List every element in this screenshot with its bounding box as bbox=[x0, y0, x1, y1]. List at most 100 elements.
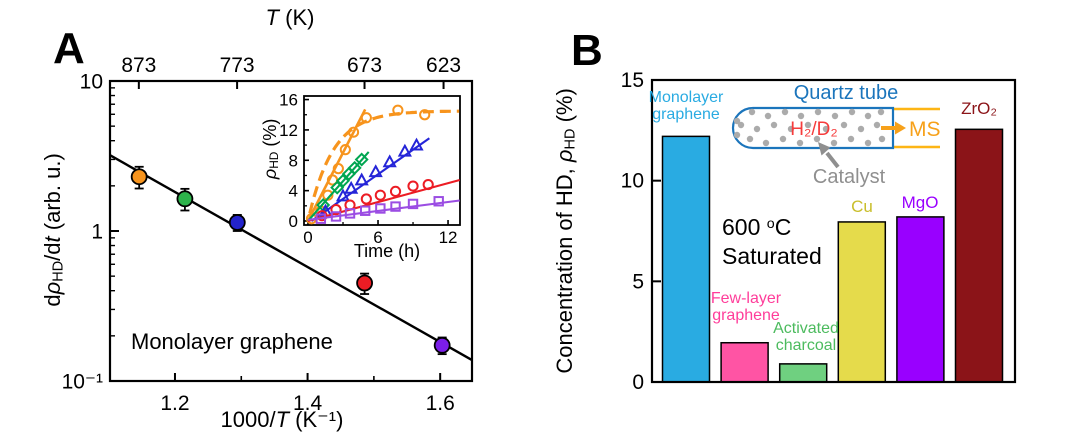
panel-a-top-axis-title: T (K) bbox=[230, 7, 350, 29]
catalyst-dot bbox=[770, 121, 778, 129]
catalyst-dot bbox=[804, 121, 812, 129]
panel-b-frame bbox=[650, 78, 1017, 384]
x-tick-label: 1.2 bbox=[160, 392, 189, 415]
marker-square bbox=[359, 205, 371, 216]
marker-circle bbox=[330, 204, 342, 216]
catalyst-dot bbox=[857, 125, 865, 133]
bar-label-mgo: MgO bbox=[901, 193, 939, 212]
top-tick-label: 773 bbox=[220, 54, 255, 77]
marker-square bbox=[315, 213, 327, 224]
panel-b-y-tick-label: 5 bbox=[632, 270, 644, 293]
catalyst-dot bbox=[733, 131, 741, 139]
x-tick-label: 1.6 bbox=[426, 392, 455, 415]
marker-circle bbox=[347, 126, 360, 138]
catalyst-dot bbox=[796, 139, 804, 147]
catalyst-label: Catalyst bbox=[812, 166, 886, 188]
top-tick-label: 873 bbox=[121, 54, 156, 77]
marker-circle bbox=[392, 104, 404, 116]
marker-circle bbox=[339, 144, 351, 156]
saturated-text: Saturated bbox=[722, 243, 822, 270]
marker-diamond bbox=[354, 152, 369, 167]
inset-y-tick-label: 0 bbox=[289, 212, 298, 231]
bar-mgo bbox=[896, 216, 945, 383]
marker-square bbox=[390, 201, 401, 212]
data-point-623K bbox=[433, 336, 451, 354]
inset-x-tick-label: 6 bbox=[373, 228, 382, 247]
catalyst-dot bbox=[873, 121, 881, 129]
marker-diamond bbox=[330, 180, 345, 195]
bar-label-cu: Cu bbox=[851, 197, 873, 216]
marker-circle bbox=[374, 189, 386, 201]
marker-triangle bbox=[335, 188, 351, 202]
catalyst-dot bbox=[733, 117, 741, 125]
catalyst-dot bbox=[797, 112, 805, 120]
panel-a-label: A bbox=[53, 24, 85, 73]
panel-b-y-axis-title: Concentration of HD, ρHD (%) bbox=[552, 88, 579, 374]
catalyst-arrow-head-icon bbox=[818, 142, 831, 156]
catalyst-dot bbox=[746, 135, 754, 143]
marker-triangle bbox=[397, 143, 412, 157]
marker-triangle bbox=[354, 172, 369, 186]
marker-square bbox=[330, 211, 342, 222]
top-tick-label: 623 bbox=[426, 54, 461, 77]
catalyst-dot bbox=[822, 125, 830, 133]
bar-monolayer-graphene bbox=[661, 135, 711, 383]
marker-circle bbox=[422, 178, 434, 191]
bar-cu bbox=[837, 221, 887, 383]
panel-b-label: B bbox=[571, 26, 603, 75]
catalyst-dot bbox=[864, 112, 872, 120]
ms-arrow-head-icon bbox=[895, 121, 906, 135]
catalyst-arrow-shaft bbox=[825, 151, 840, 169]
panel-b-y-tick-label: 0 bbox=[632, 371, 644, 394]
inset-x-axis-title: Time (h) bbox=[353, 241, 421, 261]
catalyst-dot bbox=[848, 108, 856, 116]
catalyst-dot bbox=[813, 135, 821, 143]
mass-spectrometer-label: MS bbox=[909, 118, 941, 141]
catalyst-dot bbox=[814, 108, 822, 116]
panel-b-y-tick-label: 10 bbox=[621, 170, 644, 193]
catalyst-dot bbox=[830, 139, 838, 147]
panel-b-annotation: 600 oC Saturated bbox=[722, 213, 822, 272]
marker-square bbox=[375, 203, 386, 214]
panel-a-x-axis-title: 1000/T (K⁻¹) bbox=[220, 407, 344, 432]
top-axis-title-symbol: T bbox=[265, 5, 279, 30]
catalyst-dot bbox=[864, 139, 872, 147]
marker-square bbox=[433, 196, 444, 207]
bar-activated-charcoal bbox=[778, 363, 828, 383]
catalyst-dot bbox=[847, 135, 855, 143]
catalyst-dot bbox=[831, 112, 839, 120]
catalyst-dot bbox=[877, 108, 885, 116]
inset-x-tick-label: 0 bbox=[303, 228, 312, 247]
y-tick-label: 1 bbox=[91, 221, 103, 244]
marker-triangle bbox=[368, 164, 383, 178]
marker-square bbox=[344, 208, 356, 219]
quartz-tube-label: Quartz tube bbox=[793, 82, 899, 104]
catalyst-dot bbox=[748, 108, 756, 116]
inset-y-tick-label: 4 bbox=[289, 182, 298, 201]
marker-circle bbox=[419, 109, 431, 121]
data-point-873K bbox=[130, 168, 148, 186]
catalyst-dot bbox=[737, 121, 745, 129]
catalyst-dot bbox=[762, 139, 770, 147]
marker-triangle bbox=[344, 180, 359, 194]
marker-circle bbox=[407, 180, 419, 192]
top-axis-title-unit: (K) bbox=[279, 5, 315, 30]
marker-square bbox=[407, 198, 419, 210]
inset-y-tick-label: 16 bbox=[279, 91, 298, 110]
catalyst-dot bbox=[779, 135, 787, 143]
gas-mixture-label: H₂/D₂ bbox=[790, 119, 838, 140]
marker-circle bbox=[389, 185, 402, 197]
marker-circle bbox=[360, 193, 372, 205]
x-tick-label: 1.4 bbox=[293, 392, 323, 415]
bar-label-monolayer-graphene: Monolayer graphene bbox=[648, 89, 724, 123]
marker-circle bbox=[360, 112, 372, 124]
temperature-text: 600 oC bbox=[722, 214, 792, 240]
inset-y-tick-label: 8 bbox=[289, 151, 298, 170]
marker-diamond bbox=[335, 173, 351, 188]
marker-circle bbox=[332, 163, 344, 175]
catalyst-dot bbox=[878, 135, 886, 143]
inset-y-tick-label: 12 bbox=[279, 121, 298, 140]
marker-triangle bbox=[409, 137, 424, 151]
